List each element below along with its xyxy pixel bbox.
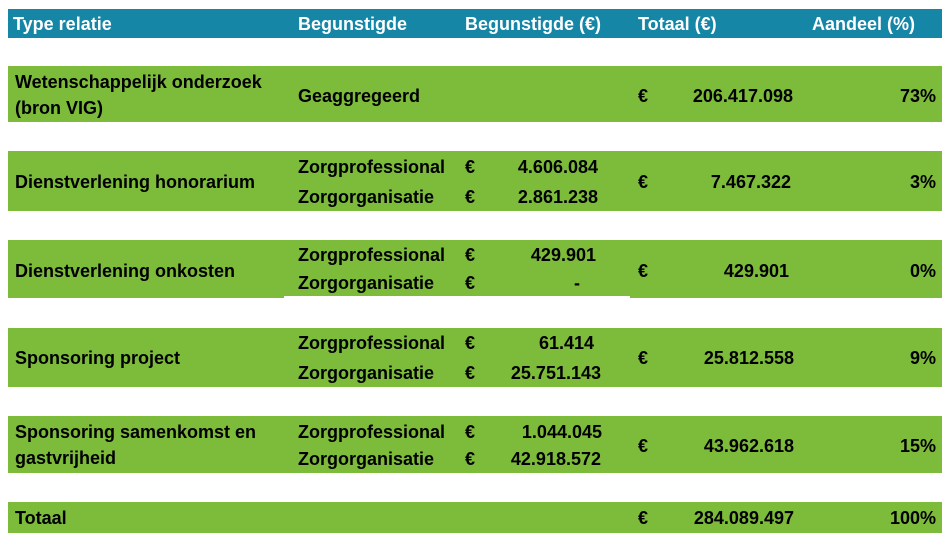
row-sub-beneficiary: Zorgprofessional: [298, 245, 446, 265]
row-sub-beneficiary: Zorgprofessional: [298, 422, 446, 442]
header-type-relatie: Type relatie: [13, 14, 112, 34]
row-sub-amount: 42.918.572: [510, 449, 601, 469]
row-sub-amount: 2.861.238: [517, 187, 598, 207]
header-totaal-eur: Totaal (€): [638, 14, 717, 34]
totals-currency: €: [638, 508, 649, 528]
row-sub-currency: €: [465, 363, 476, 383]
row-share-value: 9%: [909, 348, 936, 368]
table-row: Dienstverlening honorarium Zorgprofessio…: [8, 151, 942, 211]
table-row: Sponsoring project Zorgprofessional € 61…: [8, 328, 942, 387]
row-total-currency: €: [638, 348, 649, 368]
row-share-value: 15%: [899, 436, 936, 456]
row-total-currency: €: [638, 436, 649, 456]
row-sub-beneficiary: Zorgorganisatie: [298, 449, 435, 469]
row-type-label: Sponsoring samenkomst en gastvrijheid: [15, 422, 257, 468]
row-sub-currency: €: [465, 273, 476, 293]
row-sub-currency: €: [465, 187, 476, 207]
row-sub-beneficiary: Zorgorganisatie: [298, 363, 435, 383]
row-sub-amount: -: [574, 273, 580, 293]
row-share-value: 0%: [909, 261, 936, 281]
row-sub-amount: 61.414: [538, 333, 594, 353]
row-total-currency: €: [638, 261, 649, 281]
row-share-value: 73%: [899, 86, 936, 106]
row-total-value: 43.962.618: [703, 436, 794, 456]
table-header: Type relatie Begunstigde Begunstigde (€)…: [8, 9, 942, 38]
header-begunstigde: Begunstigde: [298, 14, 408, 34]
row-sub-currency: €: [465, 333, 476, 353]
row-sub-currency: €: [465, 157, 476, 177]
row-sub-currency: €: [465, 422, 476, 442]
row-total-value: 206.417.098: [692, 86, 793, 106]
table-row: Wetenschappelijk onderzoek (bron VIG) Ge…: [8, 66, 942, 122]
row-sub-amount: 1.044.045: [521, 422, 602, 442]
totals-label: Totaal: [15, 508, 67, 528]
row-sub-beneficiary: Zorgorganisatie: [298, 187, 435, 207]
totals-share: 100%: [889, 508, 936, 528]
row-sub-amount: 429.901: [530, 245, 596, 265]
row-sub-currency: €: [465, 245, 476, 265]
row-divider: [284, 296, 630, 298]
row-sub-beneficiary: Zorgorganisatie: [298, 273, 435, 293]
row-sub-beneficiary: Zorgprofessional: [298, 157, 446, 177]
row-total-value: 25.812.558: [703, 348, 794, 368]
header-begunstigde-eur: Begunstigde (€): [465, 14, 602, 34]
row-total-currency: €: [638, 172, 649, 192]
row-type-label: Wetenschappelijk onderzoek (bron VIG): [15, 72, 262, 118]
row-type-label: Sponsoring project: [15, 348, 181, 368]
row-share-value: 3%: [909, 172, 936, 192]
row-sub-amount: 4.606.084: [517, 157, 598, 177]
table-row: Sponsoring samenkomst en gastvrijheid Zo…: [8, 416, 942, 473]
table-row: Dienstverlening onkosten Zorgprofessiona…: [8, 240, 942, 298]
row-total-value: 7.467.322: [710, 172, 791, 192]
totals-value: 284.089.497: [693, 508, 794, 528]
row-sub-currency: €: [465, 449, 476, 469]
header-aandeel-pct: Aandeel (%): [812, 14, 916, 34]
row-type-label: Dienstverlening honorarium: [15, 172, 256, 192]
row-type-label: Dienstverlening onkosten: [15, 261, 236, 281]
row-sub-amount: 25.751.143: [510, 363, 601, 383]
row-total-currency: €: [638, 86, 649, 106]
row-beneficiary: Geaggregeerd: [298, 86, 421, 106]
totals-row: Totaal € 284.089.497 100%: [8, 502, 942, 533]
row-total-value: 429.901: [723, 261, 789, 281]
row-sub-beneficiary: Zorgprofessional: [298, 333, 446, 353]
